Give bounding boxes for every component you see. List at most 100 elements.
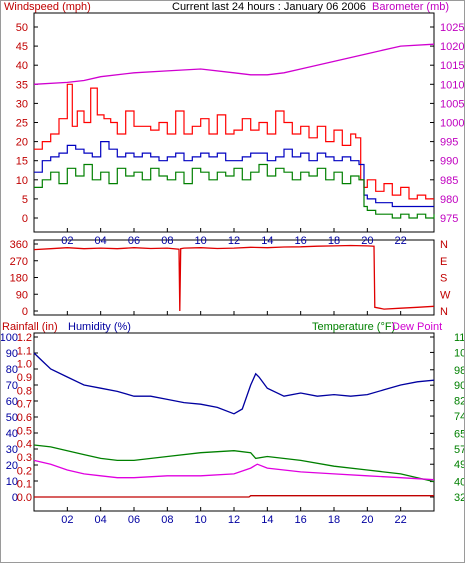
wind-y-tick-label: 10: [16, 175, 28, 187]
barometer-y-tick-label: 975: [440, 213, 458, 225]
x-tick-label: 22: [395, 235, 407, 247]
barometer-y-tick-label: 980: [440, 194, 458, 206]
x-tick-label: 12: [228, 514, 240, 526]
x-tick-label: 18: [328, 514, 340, 526]
rainfall-y-tick-label: 0.2: [17, 465, 32, 477]
barometer-title: Barometer (mb): [372, 1, 449, 13]
windspeed-title: Windspeed (mph): [4, 1, 91, 13]
humidity-y-tick-label: 80: [6, 364, 18, 376]
humidity-legend: Humidity (%): [68, 321, 131, 333]
humidity-y-tick-label: 30: [6, 444, 18, 456]
rainfall-y-tick-label: 0.8: [17, 385, 32, 397]
wind-y-tick-label: 30: [16, 98, 28, 110]
windspeed_mean-line: [34, 141, 434, 208]
climate-panel-frame: [33, 332, 435, 512]
direction-y-tick-label: 0: [22, 306, 28, 318]
barometer-y-tick-label: 1005: [440, 98, 464, 110]
temperature-y-tick-label: 32: [454, 492, 465, 504]
wind-y-tick-label: 15: [16, 156, 28, 168]
x-tick-label: 20: [361, 514, 373, 526]
x-tick-label: 08: [161, 514, 173, 526]
barometer-line: [33, 43, 435, 85]
x-tick-label: 18: [328, 235, 340, 247]
temperature-legend: Temperature (°F): [312, 321, 395, 333]
temperature-y-tick-label: 74: [454, 411, 465, 423]
temperature-y-tick-label: 57: [454, 444, 465, 456]
rainfall-line: [34, 495, 434, 498]
humidity-y-tick-label: 90: [6, 348, 18, 360]
wind-y-tick-label: 25: [16, 118, 28, 130]
wind-y-tick-label: 20: [16, 137, 28, 149]
temperature-y-tick-label: 40: [454, 477, 465, 489]
barometer-y-tick-label: 1025: [440, 22, 464, 34]
x-tick-label: 14: [261, 514, 273, 526]
rainfall-y-tick-label: 0.9: [17, 372, 32, 384]
windspeed_low-line: [34, 163, 435, 219]
compass-tick-label: N: [440, 239, 448, 251]
x-tick-label: 16: [295, 514, 307, 526]
rainfall-y-tick-label: 1.1: [17, 345, 32, 357]
rainfall-legend: Rainfall (in): [2, 321, 58, 333]
barometer-y-tick-label: 990: [440, 156, 458, 168]
dew_point-line: [33, 459, 435, 481]
rainfall-y-tick-label: 0.1: [17, 479, 32, 491]
temperature-line: [33, 444, 435, 483]
humidity-y-tick-label: 100: [0, 332, 18, 344]
direction-line: [33, 244, 435, 312]
rainfall-y-tick-label: 0.7: [17, 399, 32, 411]
rainfall-y-tick-label: 0.5: [17, 425, 32, 437]
rainfall-y-tick-label: 0.6: [17, 412, 32, 424]
rainfall-y-tick-label: 0.3: [17, 452, 32, 464]
x-tick-label: 22: [395, 514, 407, 526]
humidity-y-tick-label: 70: [6, 380, 18, 392]
barometer-y-tick-label: 1020: [440, 41, 464, 53]
x-tick-label: 02: [61, 235, 73, 247]
humidity-y-tick-label: 0: [12, 492, 18, 504]
wind-y-tick-label: 45: [16, 41, 28, 53]
rainfall-y-tick-label: 0.0: [17, 492, 32, 504]
x-tick-label: 06: [128, 514, 140, 526]
barometer-y-tick-label: 1000: [440, 118, 464, 130]
humidity-y-tick-label: 50: [6, 412, 18, 424]
dew-point-legend: Dew Point: [392, 321, 442, 333]
rainfall-y-tick-label: 0.4: [17, 439, 32, 451]
direction-y-tick-label: 90: [16, 289, 28, 301]
x-tick-label: 12: [228, 235, 240, 247]
barometer-y-tick-label: 1010: [440, 79, 464, 91]
windspeed_high-line: [34, 83, 434, 200]
x-tick-label: 02: [61, 514, 73, 526]
x-tick-label: 20: [361, 235, 373, 247]
x-tick-label: 06: [128, 235, 140, 247]
wind-y-tick-label: 0: [22, 213, 28, 225]
x-tick-label: 14: [261, 235, 273, 247]
x-tick-label: 04: [95, 235, 107, 247]
barometer-y-tick-label: 985: [440, 175, 458, 187]
temperature-y-tick-label: 115: [454, 332, 465, 344]
temperature-y-tick-label: 98: [454, 365, 465, 377]
x-tick-label: 04: [95, 514, 107, 526]
direction-y-tick-label: 360: [10, 239, 28, 251]
wind-y-tick-label: 35: [16, 79, 28, 91]
temperature-y-tick-label: 90: [454, 380, 465, 392]
temperature-y-tick-label: 49: [454, 459, 465, 471]
barometer-y-tick-label: 1015: [440, 60, 464, 72]
chart-title: Current last 24 hours : January 06 2006: [172, 1, 366, 13]
rainfall-y-tick-label: 1.2: [17, 332, 32, 344]
compass-tick-label: N: [440, 306, 448, 318]
compass-tick-label: W: [440, 289, 451, 301]
humidity-y-tick-label: 20: [6, 460, 18, 472]
rainfall-y-tick-label: 1.0: [17, 359, 32, 371]
temperature-y-tick-label: 65: [454, 428, 465, 440]
humidity-y-tick-label: 10: [6, 476, 18, 488]
wind-y-tick-label: 50: [16, 22, 28, 34]
compass-tick-label: S: [440, 273, 447, 285]
x-tick-label: 10: [195, 235, 207, 247]
wind-y-tick-label: 40: [16, 60, 28, 72]
temperature-y-tick-label: 82: [454, 396, 465, 408]
compass-tick-label: E: [440, 256, 447, 268]
direction-y-tick-label: 270: [10, 256, 28, 268]
humidity-y-tick-label: 60: [6, 396, 18, 408]
direction-y-tick-label: 180: [10, 273, 28, 285]
